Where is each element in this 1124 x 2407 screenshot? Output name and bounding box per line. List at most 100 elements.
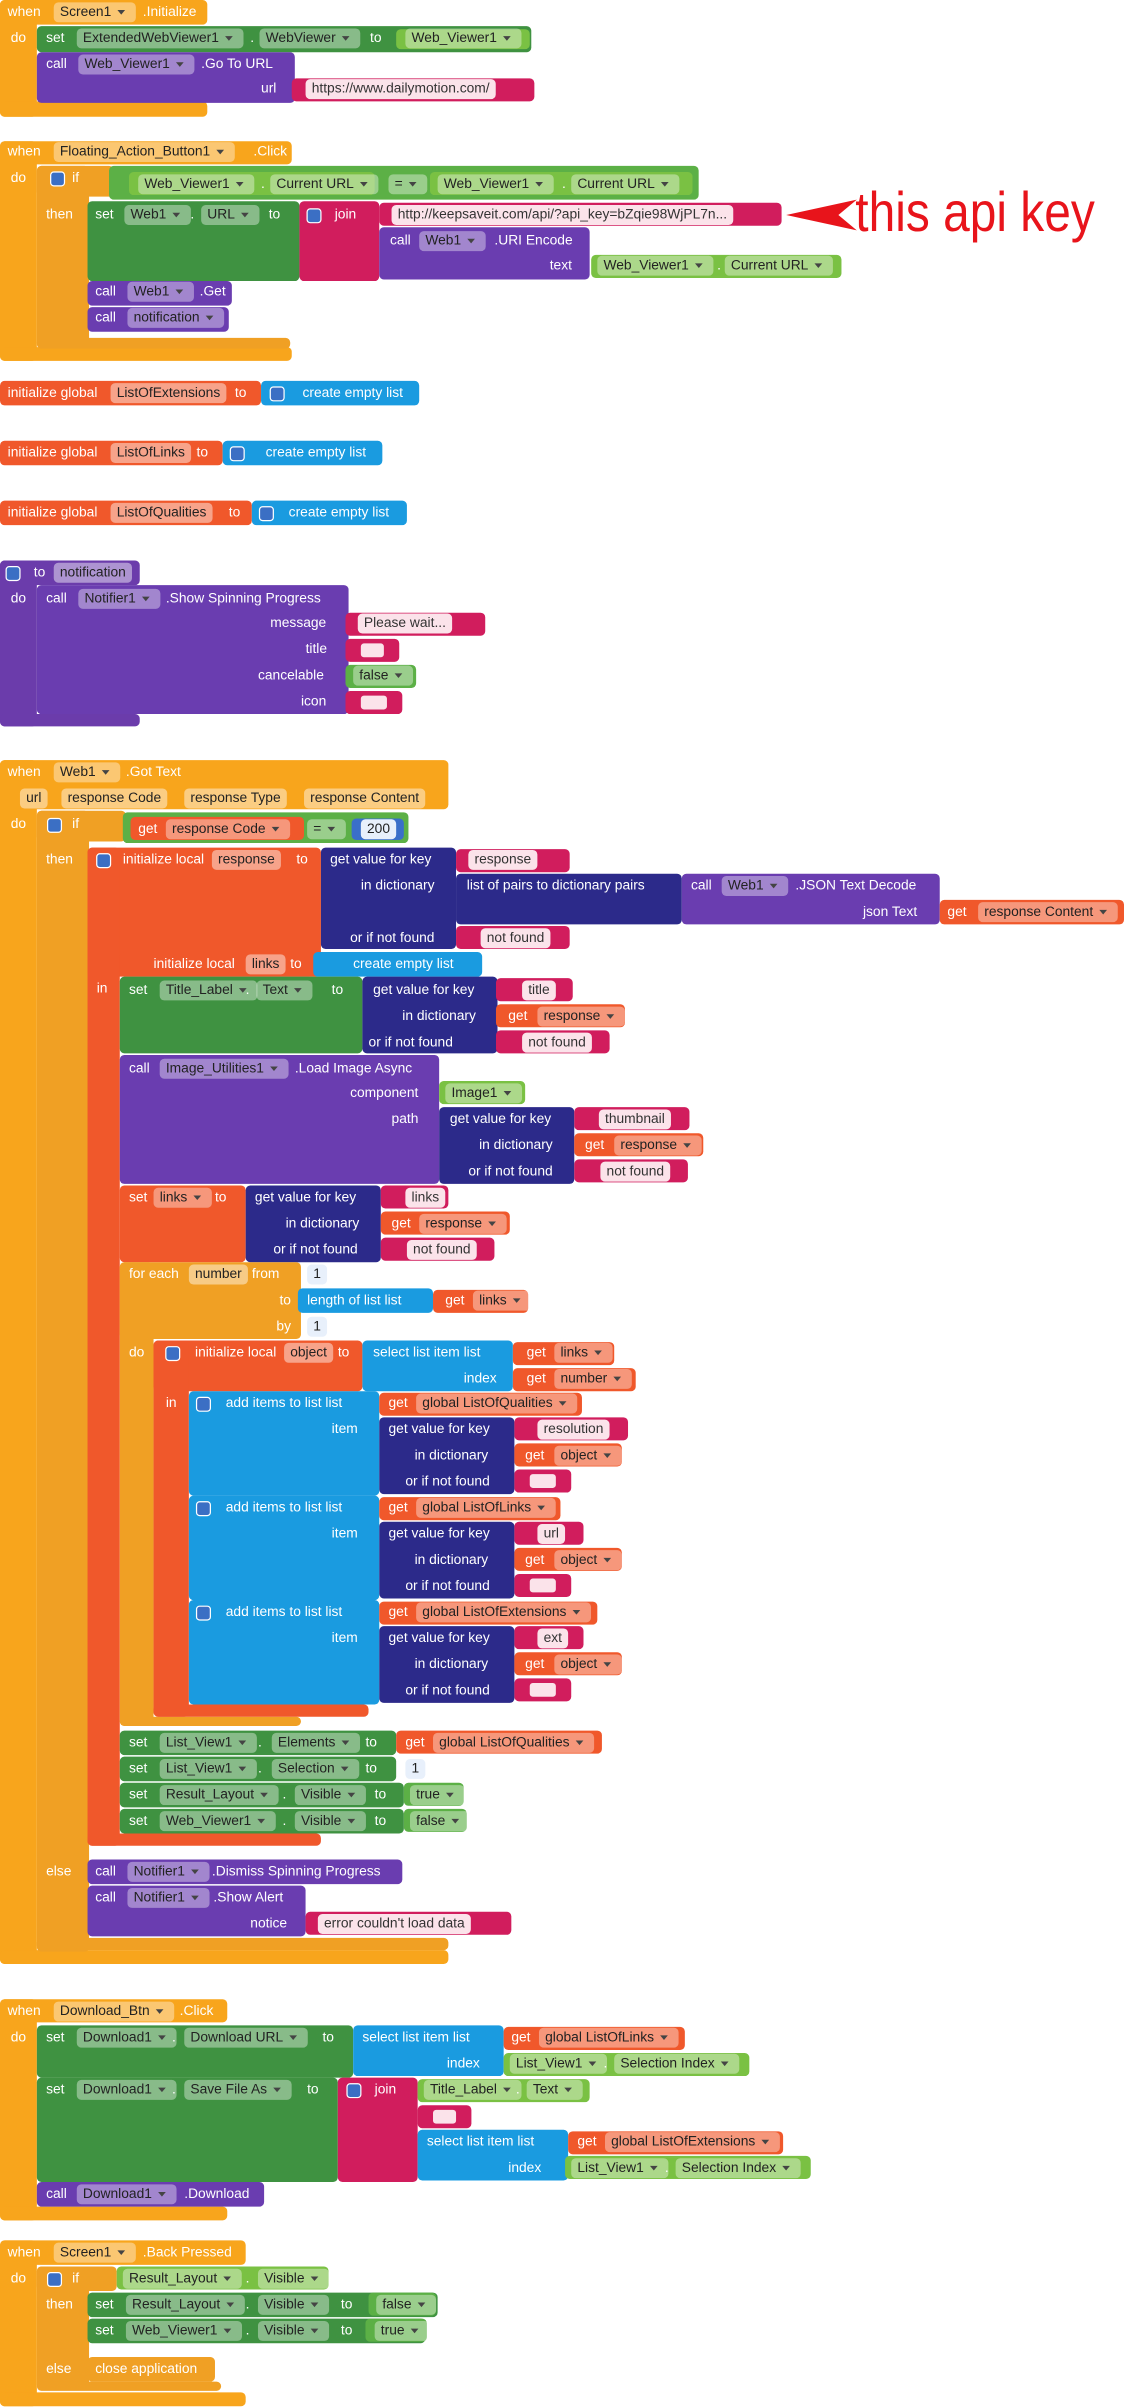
dropdown-field[interactable]: global ListOfQualities bbox=[422, 1394, 552, 1410]
dropdown-field[interactable]: Download URL bbox=[190, 2028, 283, 2044]
dropdown-field[interactable]: Visible bbox=[301, 1786, 342, 1802]
dropdown-field[interactable]: Current URL bbox=[276, 175, 354, 191]
name-field: links bbox=[252, 955, 280, 971]
block bbox=[512, 1342, 615, 1366]
dropdown-field[interactable]: Web1 bbox=[131, 206, 167, 222]
dropdown-arrow bbox=[310, 2276, 319, 2282]
dropdown-field[interactable]: Web_Viewer1 bbox=[144, 175, 229, 191]
dropdown-field[interactable]: Image_Utilities1 bbox=[166, 1059, 264, 1075]
dropdown-field[interactable]: true bbox=[416, 1786, 440, 1802]
dropdown-field[interactable]: response Content bbox=[984, 903, 1093, 919]
dropdown-field[interactable]: ExtendedWebViewer1 bbox=[83, 29, 219, 45]
dropdown-field[interactable]: global ListOfLinks bbox=[545, 2028, 654, 2044]
dropdown-field[interactable]: Download_Btn bbox=[60, 2002, 150, 2018]
dropdown-field[interactable]: Elements bbox=[278, 1733, 336, 1749]
dropdown-field[interactable]: Web1 bbox=[425, 232, 461, 248]
dropdown-field[interactable]: Web1 bbox=[60, 763, 96, 779]
dropdown-field[interactable]: List_View1 bbox=[516, 2054, 582, 2070]
dropdown-field[interactable]: object bbox=[560, 1551, 597, 1567]
dropdown-field[interactable]: = bbox=[395, 175, 403, 191]
dropdown-field[interactable]: Screen1 bbox=[60, 3, 111, 19]
dropdown-arrow bbox=[223, 2328, 232, 2334]
dropdown-field[interactable]: Web_Viewer1 bbox=[166, 1812, 251, 1828]
dropdown-field[interactable]: Download1 bbox=[83, 2028, 152, 2044]
dropdown-field[interactable]: response bbox=[620, 1136, 677, 1152]
dropdown-field[interactable]: URL bbox=[207, 206, 235, 222]
dropdown-field[interactable]: false bbox=[359, 666, 388, 682]
dropdown-field[interactable]: notification bbox=[134, 309, 200, 325]
dropdown-field[interactable]: number bbox=[560, 1370, 607, 1386]
dropdown-field[interactable]: Title_Label bbox=[430, 2081, 497, 2097]
dropdown-field[interactable]: object bbox=[560, 1655, 597, 1671]
block-label: to bbox=[269, 206, 281, 222]
dropdown-field[interactable]: Screen1 bbox=[60, 2243, 111, 2259]
block-label: add items to list list bbox=[226, 1394, 343, 1410]
name-field: ListOfExtensions bbox=[117, 384, 221, 400]
text-literal-bg bbox=[522, 980, 556, 1001]
dropdown-field[interactable]: Selection Index bbox=[620, 2054, 714, 2070]
block-label: get bbox=[445, 1291, 464, 1307]
dropdown-field[interactable]: Current URL bbox=[577, 175, 655, 191]
dropdown-arrow bbox=[223, 2276, 232, 2282]
dropdown-field[interactable]: response Code bbox=[172, 820, 266, 836]
dropdown-field[interactable]: List_View1 bbox=[166, 1760, 232, 1776]
dropdown-field[interactable]: global ListOfQualities bbox=[439, 1733, 569, 1749]
dropdown-field[interactable]: Text bbox=[263, 981, 288, 997]
dropdown-field[interactable]: List_View1 bbox=[166, 1733, 232, 1749]
dropdown-field[interactable]: Save File As bbox=[190, 2081, 267, 2097]
dropdown-field[interactable]: Web_Viewer1 bbox=[603, 256, 688, 272]
dropdown-field[interactable]: Download1 bbox=[83, 2081, 152, 2097]
dropdown-field[interactable]: response bbox=[544, 1007, 601, 1023]
dropdown-field[interactable]: Result_Layout bbox=[166, 1786, 254, 1802]
dropdown-field[interactable]: = bbox=[313, 820, 321, 836]
dropdown-field[interactable]: Result_Layout bbox=[129, 2269, 217, 2285]
dropdown-field[interactable]: Web_Viewer1 bbox=[132, 2322, 217, 2338]
dropdown-field[interactable]: Title_Label bbox=[166, 981, 233, 997]
dropdown-field[interactable]: global ListOfExtensions bbox=[611, 2133, 755, 2149]
dropdown-field[interactable]: Download1 bbox=[83, 2185, 152, 2201]
block bbox=[119, 1054, 440, 1184]
dropdown-field[interactable]: Web_Viewer1 bbox=[444, 175, 529, 191]
dropdown-field[interactable]: Text bbox=[533, 2081, 558, 2097]
dropdown-field[interactable]: Visible bbox=[264, 2295, 305, 2311]
dropdown-field[interactable]: Current URL bbox=[731, 256, 809, 272]
dropdown-field[interactable]: Result_Layout bbox=[132, 2295, 220, 2311]
dropdown-field[interactable]: Image1 bbox=[451, 1084, 497, 1100]
dropdown-field[interactable]: response bbox=[425, 1214, 482, 1230]
dropdown-field[interactable]: Notifier1 bbox=[134, 1862, 185, 1878]
dropdown-field[interactable]: Web_Viewer1 bbox=[412, 29, 497, 45]
dropdown-field[interactable]: Notifier1 bbox=[84, 590, 135, 606]
dropdown-field[interactable]: true bbox=[381, 2322, 405, 2338]
block-label: select list item list bbox=[427, 2133, 534, 2149]
dropdown-field[interactable]: links bbox=[160, 1188, 188, 1204]
dropdown-field[interactable]: WebViewer bbox=[266, 29, 336, 45]
dropdown-field[interactable]: Selection Index bbox=[682, 2159, 776, 2175]
block-label: create empty list bbox=[266, 444, 367, 460]
dropdown-field[interactable]: Visible bbox=[264, 2269, 305, 2285]
dropdown-field[interactable]: Floating_Action_Button1 bbox=[60, 143, 210, 159]
dropdown-arrow bbox=[191, 1895, 199, 1901]
text-literal: title bbox=[528, 981, 550, 997]
dropdown-field[interactable]: links bbox=[479, 1291, 507, 1307]
dropdown-field[interactable]: false bbox=[382, 2295, 411, 2311]
dropdown-field-bg bbox=[423, 2079, 522, 2100]
block-label: .Get bbox=[200, 282, 226, 298]
block-label: when bbox=[7, 2002, 41, 2018]
block-label: in bbox=[97, 980, 108, 996]
dropdown-field[interactable]: Web1 bbox=[134, 282, 170, 298]
block bbox=[251, 500, 407, 526]
dropdown-field[interactable]: false bbox=[416, 1812, 445, 1828]
dropdown-field[interactable]: Visible bbox=[301, 1812, 342, 1828]
dropdown-field[interactable]: Web1 bbox=[728, 877, 764, 893]
dropdown-field[interactable]: List_View1 bbox=[577, 2159, 643, 2175]
dropdown-arrow bbox=[289, 2035, 298, 2040]
dropdown-field[interactable]: Notifier1 bbox=[134, 1889, 185, 1905]
dropdown-field[interactable]: object bbox=[560, 1446, 597, 1462]
dropdown-field[interactable]: links bbox=[560, 1343, 588, 1359]
dropdown-field-bg bbox=[127, 1887, 210, 1908]
dropdown-field[interactable]: Selection bbox=[278, 1760, 335, 1776]
dropdown-field[interactable]: global ListOfExtensions bbox=[422, 1603, 566, 1619]
dropdown-field[interactable]: Web_Viewer1 bbox=[84, 55, 169, 71]
dropdown-field[interactable]: Visible bbox=[264, 2322, 305, 2338]
dropdown-field[interactable]: global ListOfLinks bbox=[422, 1499, 531, 1515]
